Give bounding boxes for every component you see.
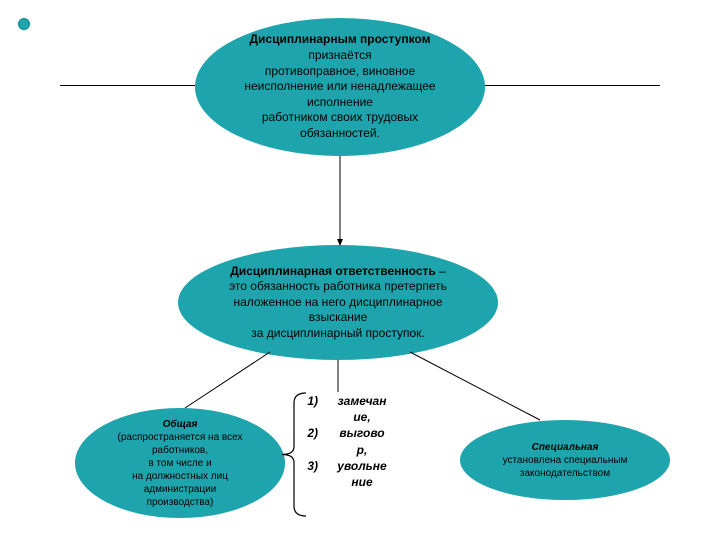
node-line: работником своих трудовых <box>262 110 418 126</box>
node-line: неисполнение или ненадлежащее <box>244 79 435 95</box>
node-line: на должностных лиц <box>132 470 228 483</box>
node-left: Общая(распространяется на всехработников… <box>75 408 285 518</box>
node-top: Дисциплинарным проступкомпризнаётсяпроти… <box>195 18 485 156</box>
node-line: производства) <box>147 496 214 509</box>
node-line: за дисциплинарный проступок. <box>251 326 425 342</box>
node-line: Специальная <box>532 441 599 454</box>
hline-left <box>60 85 195 86</box>
node-line: противоправное, виновное <box>265 64 415 80</box>
node-line: это обязанность работника претерпеть <box>229 279 447 295</box>
node-line: взыскание <box>309 310 368 326</box>
hline-right <box>485 85 660 86</box>
node-line: Общая <box>163 418 198 431</box>
penalty-list: 1)замечание,2)выговор,3)увольнение <box>300 393 398 490</box>
node-line: обязанностей. <box>300 126 380 142</box>
node-line: установлена специальным <box>503 454 628 467</box>
node-line: работников, <box>152 444 208 457</box>
node-line: администрации <box>144 483 217 496</box>
node-right: Специальнаяустановлена специальнымзаконо… <box>460 420 670 500</box>
penalty-list-row: 3)увольне <box>300 458 398 474</box>
node-line: наложенное на него дисциплинарное <box>233 295 442 311</box>
penalty-list-row: ние <box>300 474 398 490</box>
node-line: законодательством <box>520 467 610 480</box>
penalty-list-row: ие, <box>300 409 398 425</box>
node-line: Дисциплинарным проступком <box>250 32 431 48</box>
node-line: Дисциплинарная ответственность – <box>230 264 446 280</box>
node-line: исполнение <box>307 95 373 111</box>
penalty-list-row: 2)выгово <box>300 425 398 441</box>
node-line: признаётся <box>308 48 371 64</box>
node-line: (распространяется на всех <box>118 431 243 444</box>
slide-bullet <box>18 18 30 30</box>
penalty-list-row: р, <box>300 442 398 458</box>
penalty-list-row: 1)замечан <box>300 393 398 409</box>
node-middle: Дисциплинарная ответственность –это обяз… <box>178 245 498 360</box>
node-line: в том числе и <box>148 457 211 470</box>
